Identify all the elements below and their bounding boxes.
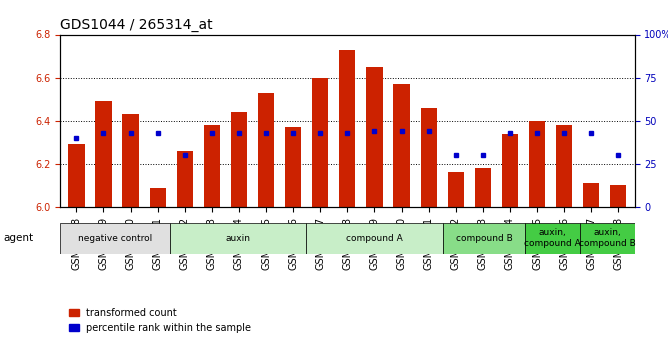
Bar: [170, 223, 307, 254]
Bar: [231, 112, 247, 207]
Bar: [258, 93, 274, 207]
Text: auxin,
compound A: auxin, compound A: [524, 228, 581, 248]
Bar: [393, 84, 409, 207]
Bar: [68, 145, 85, 207]
Bar: [96, 101, 112, 207]
Text: auxin,
compound B: auxin, compound B: [579, 228, 636, 248]
Bar: [443, 223, 525, 254]
Bar: [475, 168, 491, 207]
Text: compound B: compound B: [456, 234, 512, 243]
Bar: [525, 223, 580, 254]
Bar: [60, 223, 170, 254]
Bar: [366, 67, 383, 207]
Bar: [421, 108, 437, 207]
Bar: [312, 78, 329, 207]
Bar: [580, 223, 635, 254]
Bar: [122, 114, 139, 207]
Bar: [583, 183, 599, 207]
Bar: [307, 223, 443, 254]
Bar: [339, 50, 355, 207]
Text: GDS1044 / 265314_at: GDS1044 / 265314_at: [60, 18, 212, 32]
Legend: transformed count, percentile rank within the sample: transformed count, percentile rank withi…: [65, 304, 255, 337]
Bar: [150, 188, 166, 207]
Bar: [204, 125, 220, 207]
Bar: [556, 125, 572, 207]
Text: agent: agent: [3, 233, 33, 243]
Bar: [502, 134, 518, 207]
Bar: [529, 121, 545, 207]
Bar: [448, 172, 464, 207]
Text: negative control: negative control: [77, 234, 152, 243]
Text: compound A: compound A: [346, 234, 403, 243]
Bar: [176, 151, 193, 207]
Bar: [285, 127, 301, 207]
Text: auxin: auxin: [225, 234, 250, 243]
Bar: [610, 186, 627, 207]
